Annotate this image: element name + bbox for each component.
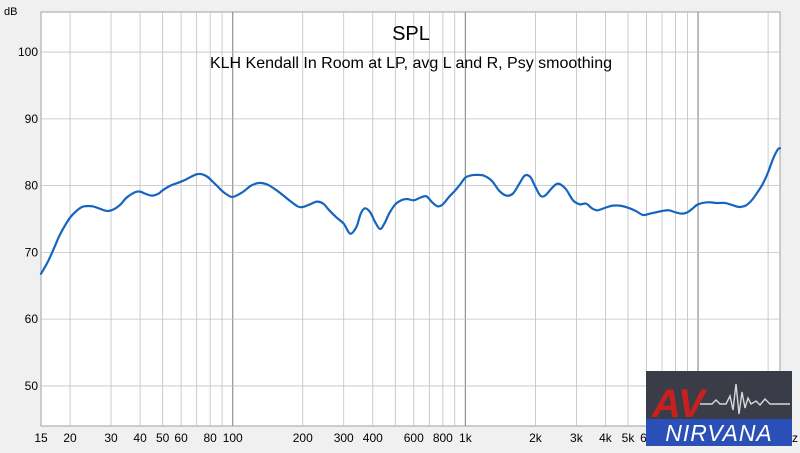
x-tick-label: 300 — [334, 431, 354, 445]
logo-bottom-panel — [646, 419, 792, 446]
x-tick-label: 15 — [34, 431, 48, 445]
x-tick-label: 3k — [570, 431, 584, 445]
logo-waveform — [700, 383, 790, 415]
logo-av-mark: AV — [651, 382, 708, 426]
x-tick-label: 40 — [133, 431, 147, 445]
y-axis-unit-label: dB — [4, 6, 17, 18]
x-tick-label: 60 — [174, 431, 188, 445]
x-tick-label: 30 — [104, 431, 118, 445]
y-tick-label: 70 — [25, 245, 39, 259]
x-tick-label: 600 — [404, 431, 424, 445]
x-tick-label: 2k — [529, 431, 543, 445]
y-tick-label: 60 — [25, 312, 39, 326]
x-tick-label: 4k — [599, 431, 613, 445]
logo-top-panel — [646, 371, 792, 419]
x-tick-label: 50 — [156, 431, 170, 445]
spl-series-line — [39, 147, 782, 275]
x-tick-label: 400 — [363, 431, 383, 445]
y-tick-label: 100 — [18, 45, 38, 59]
y-tick-label: 80 — [25, 179, 39, 193]
grid-lines — [41, 12, 780, 426]
x-tick-label: 1k — [459, 431, 473, 445]
x-tick-label: 80 — [203, 431, 217, 445]
x-tick-label: 5k — [622, 431, 636, 445]
x-tick-label: 20 — [63, 431, 77, 445]
x-tick-label: 200 — [293, 431, 313, 445]
x-tick-label: 800 — [433, 431, 453, 445]
x-tick-label: 100 — [223, 431, 243, 445]
logo-wordmark: NIRVANA — [665, 420, 773, 446]
plot-area — [40, 11, 781, 427]
y-tick-label: 50 — [25, 379, 39, 393]
y-tick-label: 90 — [25, 112, 39, 126]
chart-title: SPL — [392, 23, 430, 45]
chart-subtitle: KLH Kendall In Room at LP, avg L and R, … — [210, 55, 612, 72]
av-nirvana-logo: AV NIRVANA — [646, 371, 792, 446]
